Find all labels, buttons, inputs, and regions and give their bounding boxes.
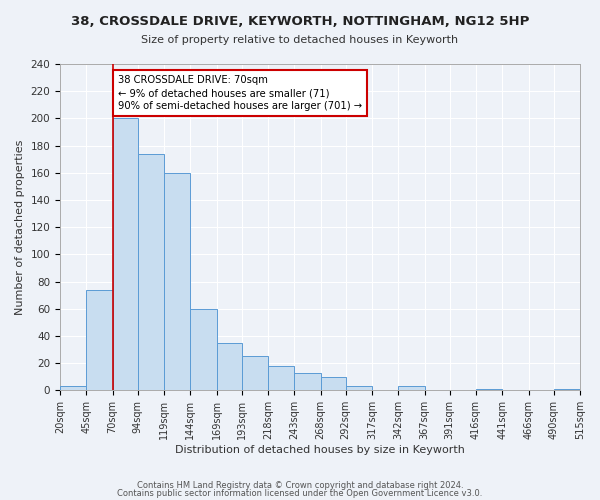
Bar [294,372,320,390]
Bar [268,366,294,390]
Text: 38 CROSSDALE DRIVE: 70sqm
← 9% of detached houses are smaller (71)
90% of semi-d: 38 CROSSDALE DRIVE: 70sqm ← 9% of detach… [118,75,362,112]
Text: 38, CROSSDALE DRIVE, KEYWORTH, NOTTINGHAM, NG12 5HP: 38, CROSSDALE DRIVE, KEYWORTH, NOTTINGHA… [71,15,529,28]
Text: Contains HM Land Registry data © Crown copyright and database right 2024.: Contains HM Land Registry data © Crown c… [137,480,463,490]
Bar [138,154,164,390]
Bar [242,356,268,390]
Bar [320,376,346,390]
Bar [60,386,86,390]
Text: Contains public sector information licensed under the Open Government Licence v3: Contains public sector information licen… [118,489,482,498]
Bar [476,389,502,390]
Bar [164,173,190,390]
Bar [113,118,138,390]
Bar [86,290,113,390]
Bar [398,386,425,390]
Bar [554,389,580,390]
Bar [346,386,372,390]
Text: Size of property relative to detached houses in Keyworth: Size of property relative to detached ho… [142,35,458,45]
Y-axis label: Number of detached properties: Number of detached properties [15,140,25,315]
X-axis label: Distribution of detached houses by size in Keyworth: Distribution of detached houses by size … [175,445,465,455]
Bar [217,343,242,390]
Bar [190,309,217,390]
